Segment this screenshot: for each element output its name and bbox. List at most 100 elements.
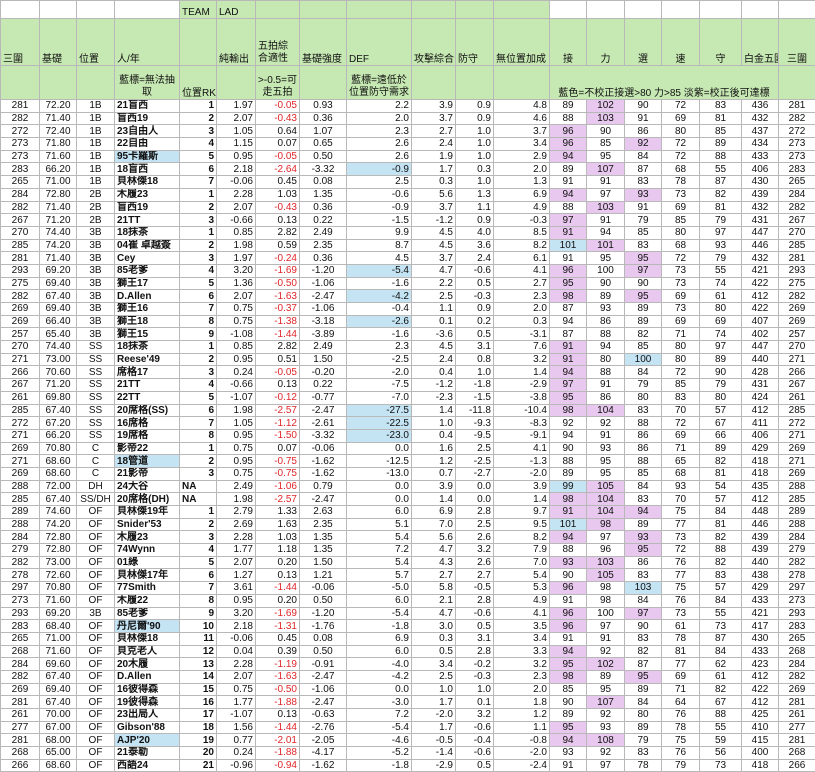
- cell-net-output[interactable]: -0.06: [216, 631, 256, 646]
- cell-platinum-five[interactable]: 423: [741, 657, 779, 671]
- cell-wupai-fit[interactable]: -1.19: [255, 657, 300, 671]
- cell-base-strength[interactable]: 1.35: [299, 530, 347, 545]
- cell-no-position-bonus[interactable]: 5.4: [493, 568, 550, 583]
- cell-power[interactable]: 92: [586, 746, 625, 760]
- cell-net-output[interactable]: 2.07: [216, 555, 256, 570]
- cell-base[interactable]: 74.40: [39, 340, 77, 354]
- cell-rank[interactable]: 2: [179, 517, 217, 532]
- name-note[interactable]: 藍標=無法抽取: [114, 65, 180, 100]
- cell-contact[interactable]: 95: [549, 276, 587, 291]
- cell-rank[interactable]: 1: [179, 225, 217, 240]
- cell-contact[interactable]: 98: [549, 669, 587, 684]
- cell-sanwei[interactable]: 282: [0, 111, 40, 126]
- cell-base[interactable]: 69.80: [39, 390, 77, 405]
- cell-wupai-fit[interactable]: 0.13: [255, 708, 300, 722]
- cell-no-position-bonus[interactable]: 8.5: [493, 225, 550, 240]
- cell-contact[interactable]: 97: [549, 213, 587, 227]
- cell-player[interactable]: 21TT: [114, 378, 180, 392]
- cell-sanwei[interactable]: 285: [0, 238, 40, 253]
- cell-power[interactable]: 91: [586, 175, 625, 189]
- cell-fielding[interactable]: 80: [699, 302, 742, 316]
- cell-eye[interactable]: 83: [624, 175, 662, 189]
- cell-speed[interactable]: 81: [661, 644, 700, 659]
- cell-power[interactable]: 91: [586, 631, 625, 646]
- cell-rank[interactable]: 1: [179, 99, 217, 113]
- cell-wupai-fit[interactable]: -1.06: [255, 479, 300, 494]
- cell-position[interactable]: OF: [76, 720, 115, 735]
- cell-sanwei-right[interactable]: 273: [778, 593, 815, 608]
- cell-player[interactable]: 木履23: [114, 530, 180, 545]
- cell-net-output[interactable]: 0.75: [216, 302, 256, 316]
- cell-no-position-bonus[interactable]: -2.9: [493, 378, 550, 392]
- cell-no-position-bonus[interactable]: 2.0: [493, 162, 550, 177]
- cell-net-output[interactable]: 2.07: [216, 289, 256, 303]
- cell-player[interactable]: 18管道: [114, 454, 180, 468]
- cell-def[interactable]: -1.6: [346, 276, 412, 291]
- cell-platinum-five[interactable]: 410: [741, 720, 779, 735]
- cell-fielding[interactable]: 81: [699, 517, 742, 532]
- cell-def[interactable]: 0.0: [346, 479, 412, 494]
- cell-defense[interactable]: 3.1: [455, 340, 494, 354]
- cell-rank[interactable]: 5: [179, 390, 217, 405]
- cell-base[interactable]: 71.60: [39, 149, 77, 164]
- cell-base-strength[interactable]: 2.35: [299, 517, 347, 532]
- cell-sanwei-right[interactable]: 265: [778, 631, 815, 646]
- cell-defense[interactable]: -0.2: [455, 657, 494, 671]
- cell-def[interactable]: -13.0: [346, 466, 412, 481]
- cell-player[interactable]: 16彼得森: [114, 682, 180, 697]
- cell-platinum-five[interactable]: 402: [741, 327, 779, 342]
- cell-eye[interactable]: 86: [624, 555, 662, 570]
- cell-defense[interactable]: 2.5: [455, 441, 494, 456]
- cell-power[interactable]: 95: [586, 454, 625, 468]
- cell-sanwei-right[interactable]: 288: [778, 517, 815, 532]
- wupai-note[interactable]: >-0.5=可走五拍: [255, 65, 300, 100]
- cell-net-output[interactable]: 1.98: [216, 403, 256, 418]
- cell-def[interactable]: -7.5: [346, 378, 412, 392]
- cell[interactable]: [493, 65, 550, 100]
- cell-net-output[interactable]: 2.07: [216, 200, 256, 215]
- cell-speed[interactable]: 72: [661, 149, 700, 164]
- cell-wupai-fit[interactable]: -0.50: [255, 682, 300, 697]
- header-sanwei[interactable]: 三圍: [0, 18, 40, 66]
- cell-no-position-bonus[interactable]: -10.4: [493, 403, 550, 418]
- rank-label[interactable]: 位置RK: [179, 65, 217, 100]
- cell-def[interactable]: 5.1: [346, 517, 412, 532]
- cell[interactable]: [699, 0, 742, 19]
- cell-def[interactable]: 7.2: [346, 708, 412, 722]
- cell-sanwei[interactable]: 272: [0, 124, 40, 139]
- cell-sanwei[interactable]: 281: [0, 99, 40, 113]
- cell-platinum-five[interactable]: 412: [741, 669, 779, 684]
- cell-net-output[interactable]: 1.97: [216, 99, 256, 113]
- cell-rank[interactable]: 1: [179, 505, 217, 519]
- cell-defense[interactable]: 3.1: [455, 631, 494, 646]
- cell-eye[interactable]: 89: [624, 517, 662, 532]
- cell-contact[interactable]: 91: [549, 593, 587, 608]
- color-legend-note[interactable]: 藍色=不校正接選>80 力>85 淡紫=校正後可達標: [549, 65, 779, 100]
- cell-net-output[interactable]: 1.98: [216, 238, 256, 253]
- cell-power[interactable]: 98: [586, 593, 625, 608]
- cell-rank[interactable]: 9: [179, 606, 217, 621]
- cell-attack-total[interactable]: -2.0: [411, 708, 456, 722]
- cell-player[interactable]: D.Allen: [114, 289, 180, 303]
- cell-sanwei[interactable]: 283: [0, 162, 40, 177]
- cell-eye[interactable]: 95: [624, 669, 662, 684]
- cell-contact[interactable]: 95: [549, 390, 587, 405]
- cell-position[interactable]: OF: [76, 530, 115, 545]
- cell-no-position-bonus[interactable]: 2.9: [493, 149, 550, 164]
- cell-fielding[interactable]: 82: [699, 530, 742, 545]
- cell-no-position-bonus[interactable]: 2.0: [493, 302, 550, 316]
- cell-net-output[interactable]: 0.77: [216, 733, 256, 748]
- cell-sanwei[interactable]: 285: [0, 403, 40, 418]
- cell-player[interactable]: 18抹茶: [114, 225, 180, 240]
- cell-base-strength[interactable]: -2.76: [299, 720, 347, 735]
- cell-player[interactable]: 西語24: [114, 758, 180, 772]
- cell-no-position-bonus[interactable]: 4.6: [493, 111, 550, 126]
- cell-player[interactable]: 85老爹: [114, 263, 180, 278]
- cell-speed[interactable]: 64: [661, 695, 700, 709]
- cell-attack-total[interactable]: -1.4: [411, 746, 456, 760]
- cell-def[interactable]: 5.4: [346, 555, 412, 570]
- cell[interactable]: [661, 0, 700, 19]
- cell-attack-total[interactable]: 0.3: [411, 175, 456, 189]
- cell-contact[interactable]: 88: [549, 543, 587, 557]
- cell[interactable]: [76, 0, 115, 19]
